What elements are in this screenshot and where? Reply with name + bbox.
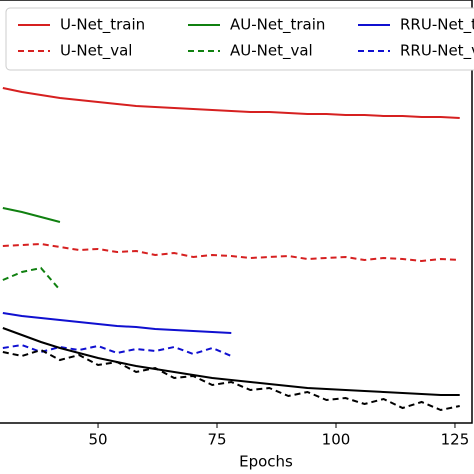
x-tick-label: 100 (322, 431, 351, 449)
series-line (2, 207, 61, 223)
legend-label: AU-Net_val (230, 42, 313, 61)
legend-box (5, 7, 474, 71)
x-tick-label: 125 (441, 431, 470, 449)
series-line (2, 348, 460, 412)
axes-frame (0, 0, 473, 424)
plot-area (2, 87, 460, 412)
series-line (2, 327, 460, 396)
legend-label: RRU-Net_train (400, 16, 474, 35)
series-line (2, 242, 460, 263)
x-tick-label: 75 (207, 431, 226, 449)
x-axis-label: Epochs (239, 453, 293, 471)
series-line (2, 312, 232, 334)
series-line (2, 87, 460, 119)
legend-label: AU-Net_train (230, 16, 325, 35)
x-tick-label: 50 (88, 431, 107, 449)
legend-label: U-Net_val (60, 42, 132, 61)
series-line (2, 266, 61, 291)
legend-label: U-Net_train (60, 16, 145, 35)
legend-label: RRU-Net_val (400, 42, 474, 61)
legend: U-Net_train U-Net_val AU-Net_train AU-Net_v… (5, 7, 474, 71)
